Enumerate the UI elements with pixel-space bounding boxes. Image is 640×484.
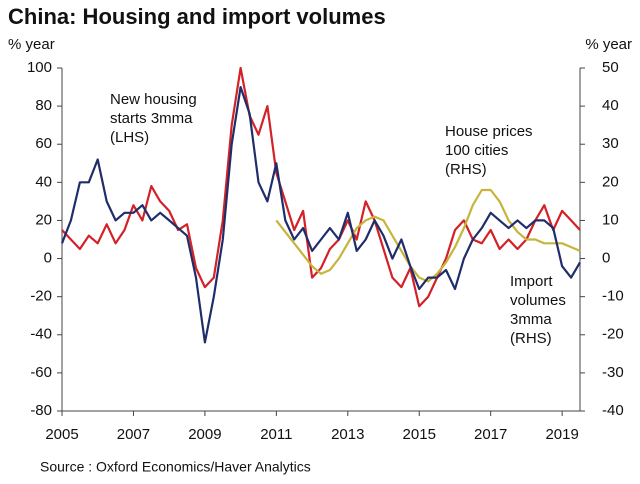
y2-tick-label: 50: [602, 59, 619, 76]
y2-axis-label: % year: [585, 36, 632, 53]
annotation: New housing: [110, 91, 197, 108]
y-tick-label: -20: [30, 288, 52, 305]
x-tick-label: 2013: [331, 426, 364, 443]
y2-tick-label: -10: [602, 288, 624, 305]
chart-title: China: Housing and import volumes: [8, 4, 386, 29]
y-tick-label: 40: [35, 173, 52, 190]
x-tick-label: 2015: [403, 426, 436, 443]
annotation: (RHS): [445, 161, 487, 178]
series-line: [60, 86, 581, 344]
y-tick-label: 100: [27, 59, 52, 76]
y2-tick-label: 10: [602, 211, 619, 228]
x-tick-label: 2011: [260, 426, 292, 443]
annotation: volumes: [510, 292, 566, 309]
y-tick-label: 20: [35, 211, 52, 228]
x-tick-label: 2009: [188, 426, 221, 443]
y-tick-label: 0: [44, 250, 52, 267]
y2-tick-label: -40: [602, 402, 624, 419]
annotation: 3mma: [510, 311, 552, 328]
x-tick-label: 2017: [474, 426, 507, 443]
x-tick-label: 2019: [545, 426, 578, 443]
series-line: [275, 188, 581, 283]
y2-tick-label: 40: [602, 97, 619, 114]
y2-tick-label: 0: [602, 250, 610, 267]
annotation: 100 cities: [445, 142, 508, 159]
annotation: (RHS): [510, 330, 552, 347]
y-tick-label: -40: [30, 326, 52, 343]
y-tick-label: 60: [35, 135, 52, 152]
y-tick-label: -80: [30, 402, 52, 419]
source: Source : Oxford Economics/Haver Analytic…: [40, 459, 311, 475]
y2-tick-label: 30: [602, 135, 619, 152]
y-tick-label: 80: [35, 97, 52, 114]
y-axis-label: % year: [8, 36, 55, 53]
annotation: House prices: [445, 123, 533, 140]
annotation: Import: [510, 273, 553, 290]
y2-tick-label: -30: [602, 364, 624, 381]
x-tick-label: 2007: [117, 426, 150, 443]
y2-tick-label: 20: [602, 173, 619, 190]
series-line: [61, 66, 581, 308]
annotation: starts 3mma: [110, 110, 193, 127]
annotation: (LHS): [110, 129, 149, 146]
y2-tick-label: -20: [602, 326, 624, 343]
y-tick-label: -60: [30, 364, 52, 381]
x-tick-label: 2005: [45, 426, 78, 443]
